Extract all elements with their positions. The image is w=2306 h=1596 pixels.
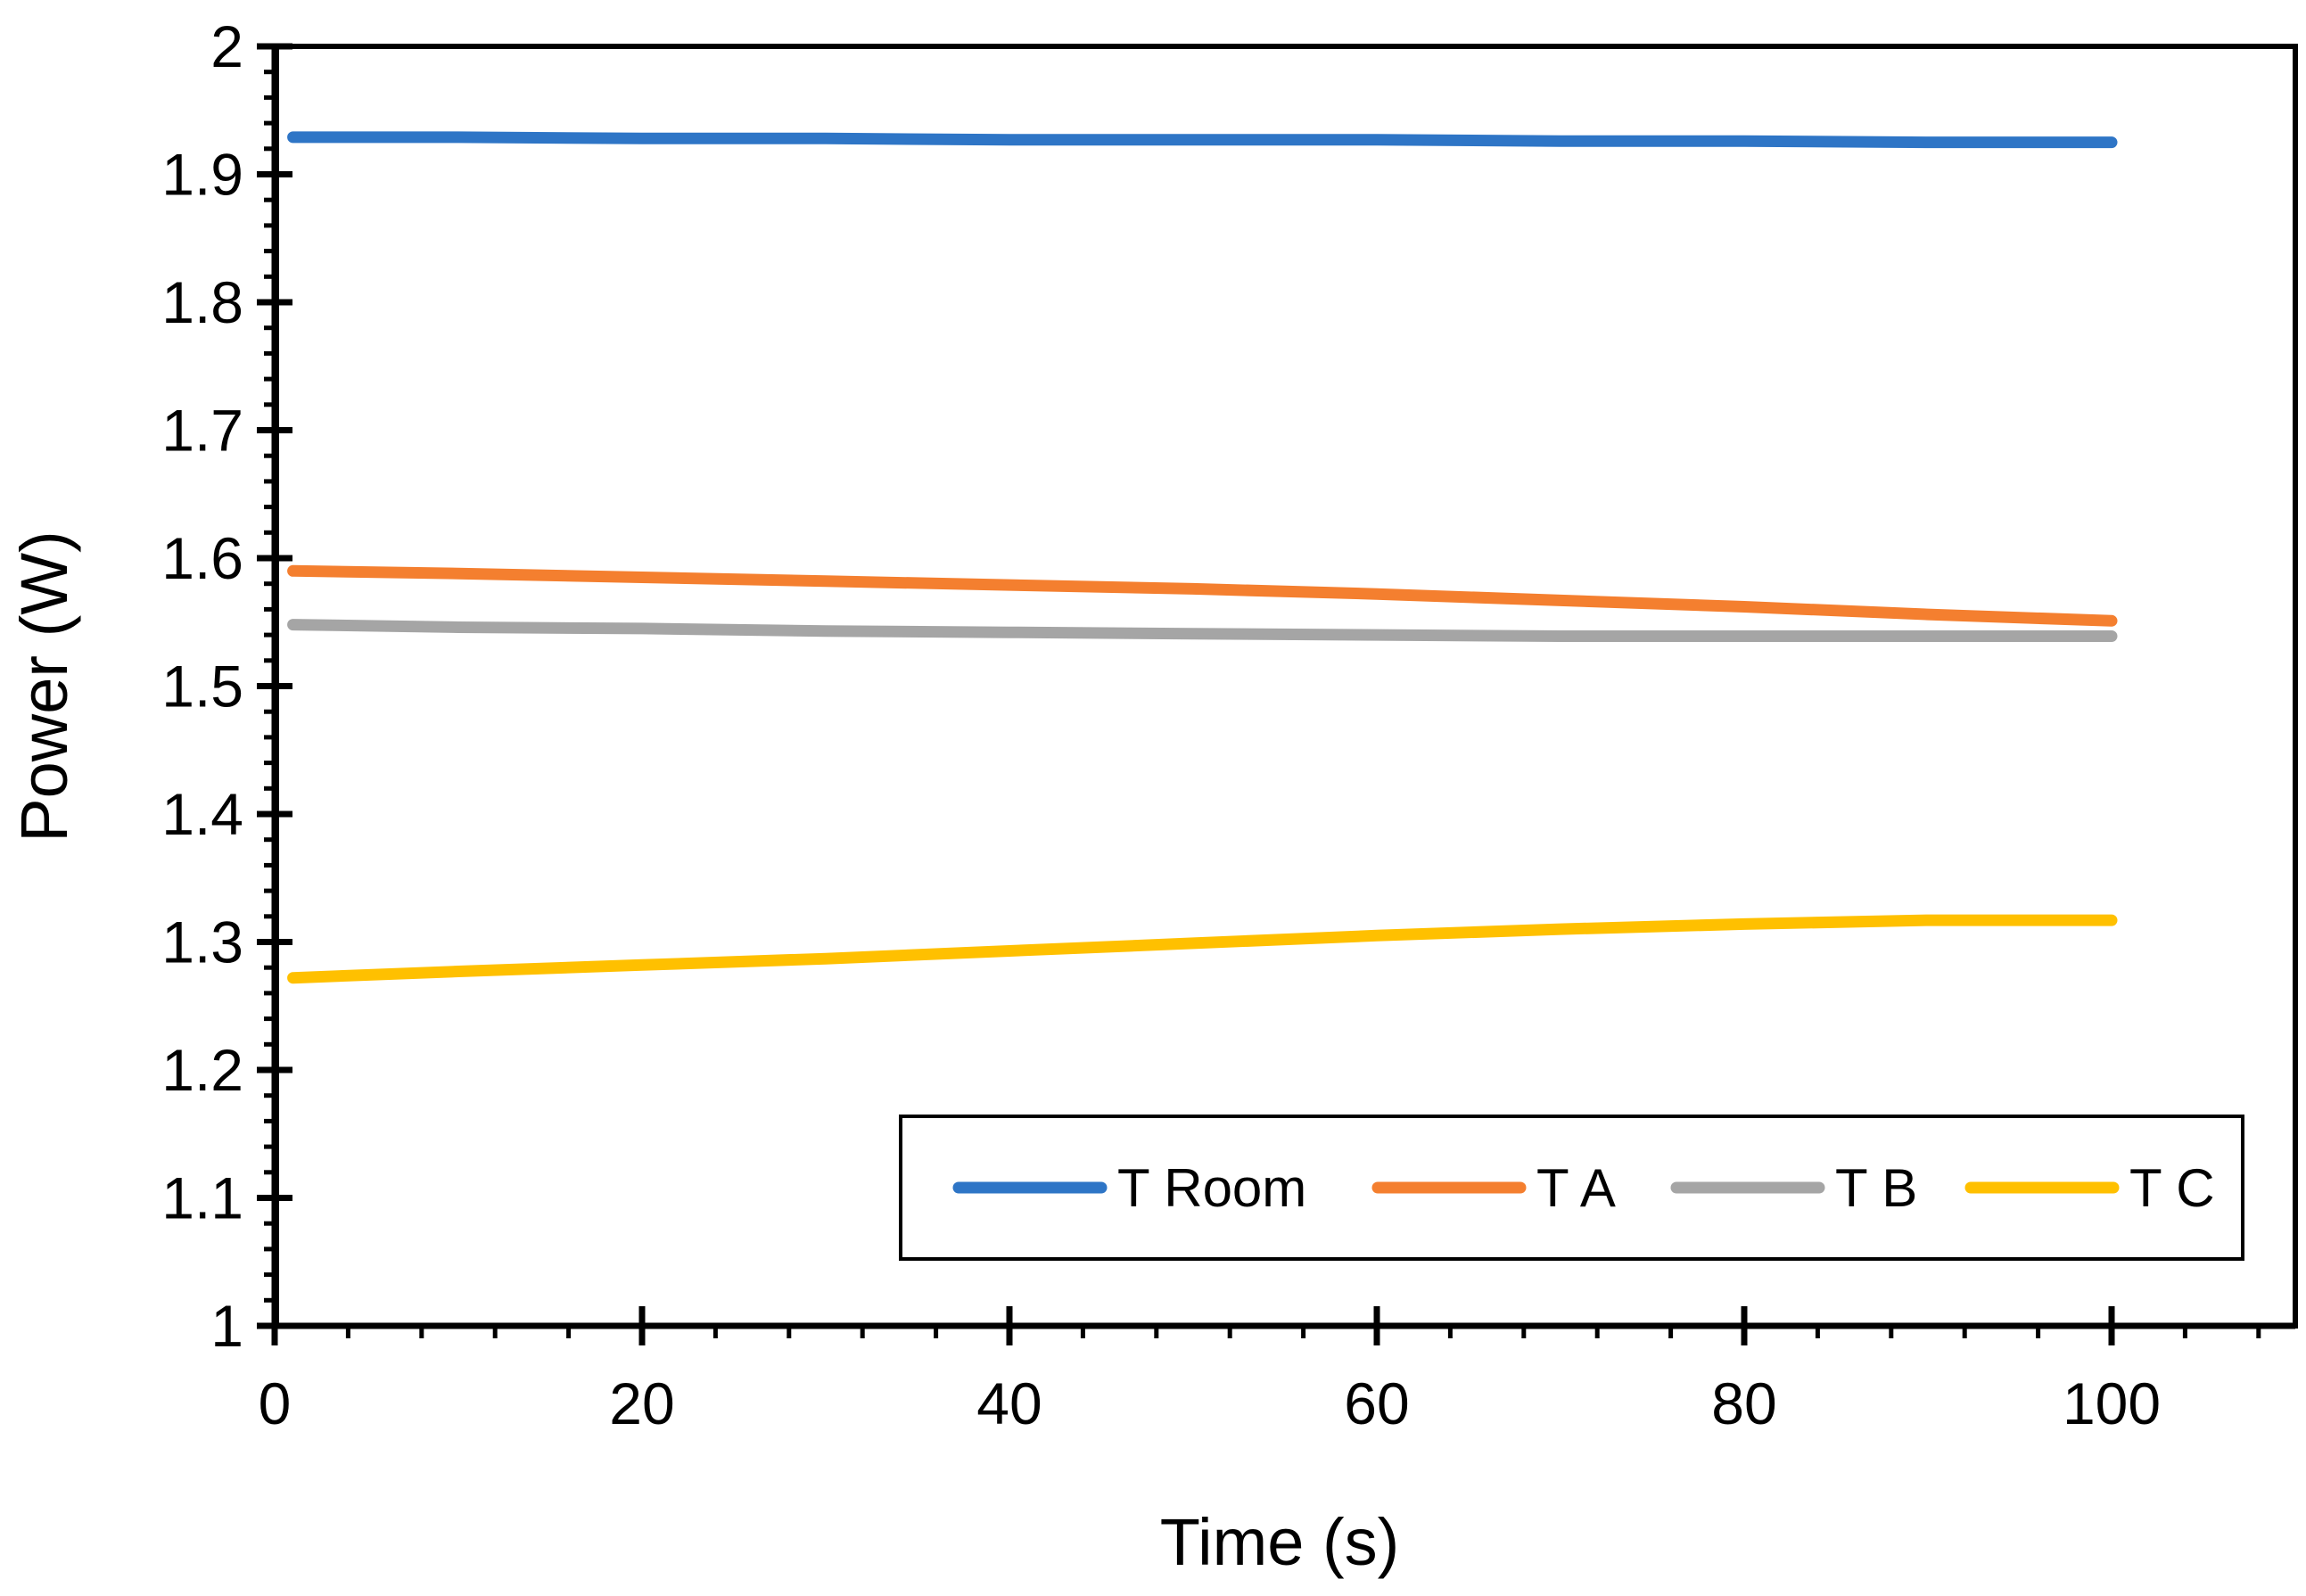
- legend-label: T B: [1835, 1158, 1917, 1218]
- x-axis-title: Time (s): [1160, 1505, 1400, 1579]
- legend-label: T A: [1536, 1158, 1616, 1218]
- x-tick-label: 80: [1711, 1370, 1776, 1436]
- y-tick-label: 1.2: [161, 1037, 243, 1103]
- legend-label: T Room: [1117, 1158, 1306, 1218]
- y-tick-label: 1: [210, 1293, 243, 1359]
- axes-layer: 11.11.21.31.41.51.61.71.81.920 20 40 60 80 10…: [161, 13, 2295, 1436]
- series-layer: [287, 131, 2118, 984]
- x-tick-label: 40: [976, 1370, 1042, 1436]
- y-tick-label: 1.5: [161, 654, 243, 720]
- x-tick-label: 60: [1344, 1370, 1409, 1436]
- y-tick-label: 2: [210, 13, 243, 79]
- series-line-t-b: [287, 619, 2118, 642]
- series-line-t-room: [287, 131, 2118, 149]
- y-tick-label: 1.6: [161, 525, 243, 591]
- y-tick-label: 1.8: [161, 269, 243, 335]
- y-tick-label: 1.9: [161, 142, 243, 208]
- series-line-t-a: [287, 564, 2118, 627]
- y-tick-label: 1.4: [161, 781, 243, 847]
- x-tick-label: 100: [2063, 1370, 2161, 1436]
- y-axis-title: Power (W): [7, 531, 81, 842]
- x-tick-label: 20: [609, 1370, 674, 1436]
- y-tick-label: 1.7: [161, 398, 243, 464]
- y-tick-label: 1.1: [161, 1165, 243, 1231]
- y-tick-label: 1.3: [161, 909, 243, 975]
- x-tick-label: 0: [259, 1370, 292, 1436]
- legend-label: T C: [2129, 1158, 2215, 1218]
- series-line-t-c: [287, 914, 2118, 984]
- legend: T Room T A T B T C: [899, 1115, 2244, 1261]
